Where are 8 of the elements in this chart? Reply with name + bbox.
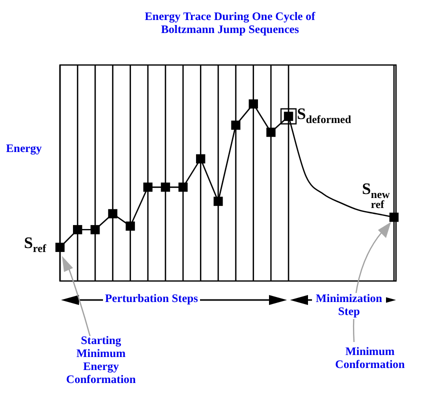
text: Minimization Step [312, 293, 386, 319]
annotation: S$_{deformed}$ [297, 106, 352, 126]
y-axis-title: Energy [6, 143, 42, 156]
text: Minimum Conformation [334, 346, 406, 372]
text: Perturbation Steps [103, 293, 200, 306]
chart-title: Energy Trace During One Cycle of Boltzmann Jump Sequences [144, 11, 316, 37]
text: Starting Minimum Energy Conformation [65, 335, 137, 387]
text: S$_{ref}$ [24, 235, 46, 255]
